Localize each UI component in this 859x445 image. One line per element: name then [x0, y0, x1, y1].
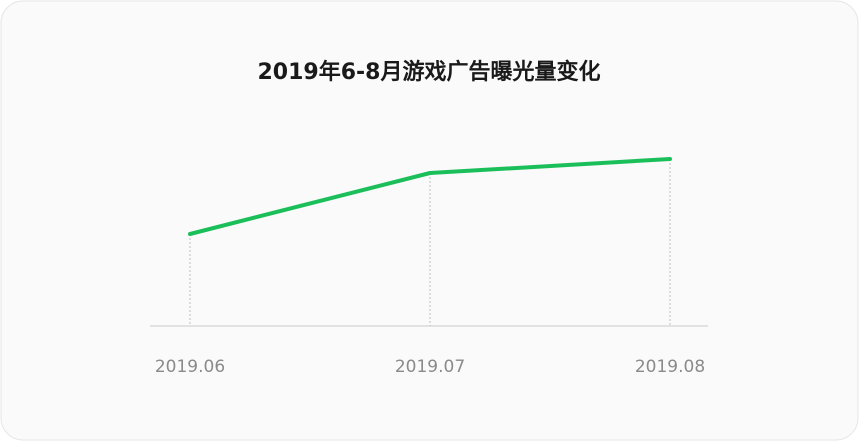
x-tick-label: 2019.06 [155, 357, 225, 377]
x-tick-label: 2019.08 [635, 357, 705, 377]
chart-title: 2019年6-8月游戏广告曝光量变化 [258, 59, 601, 85]
x-tick-label: 2019.07 [395, 357, 465, 377]
line [188, 157, 672, 236]
